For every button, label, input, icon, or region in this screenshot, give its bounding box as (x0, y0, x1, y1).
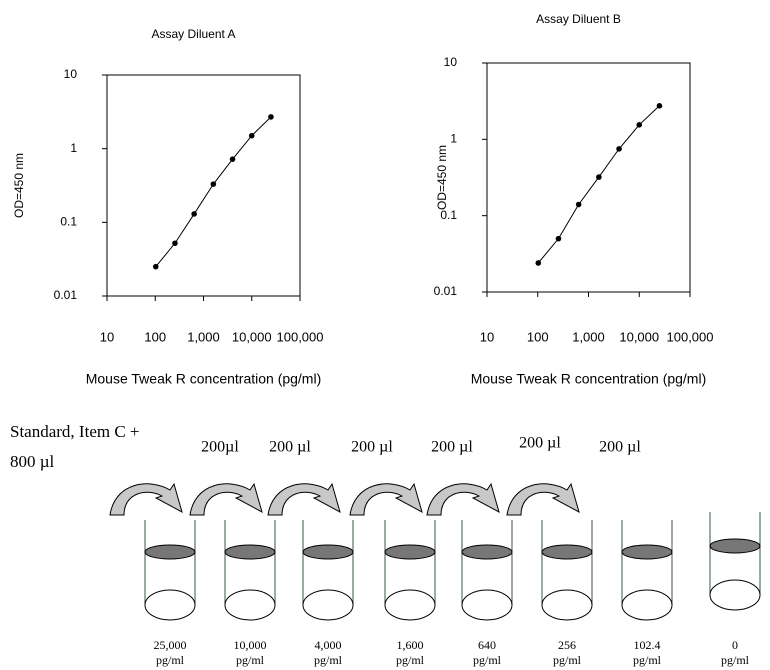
tube-unit: pg/ml (633, 653, 662, 667)
tube-concentration: 10,000 (234, 638, 267, 652)
x-tick-label: 10 (480, 329, 494, 344)
transfer-arrow (189, 482, 263, 516)
tube-liquid (709, 538, 761, 554)
tube-unit: pg/ml (473, 653, 502, 667)
tube-unit: pg/ml (396, 653, 425, 667)
tube-liquid (224, 544, 276, 560)
tube-concentration: 4,000 (315, 638, 342, 652)
tube-bottom (224, 589, 276, 621)
transfer-arrow (506, 482, 580, 516)
start-label: Standard, Item C + (10, 422, 140, 441)
x-axis-title: Mouse Tweak R concentration (pg/ml) (86, 371, 322, 387)
data-point (596, 174, 602, 180)
y-tick-label: 0.1 (60, 215, 77, 229)
tube-liquid (144, 544, 196, 560)
tube-concentration: 256 (558, 638, 576, 652)
x-tick-label: 1,000 (572, 329, 605, 344)
tube-bottom (709, 579, 761, 611)
chart-title: Assay Diluent B (536, 12, 621, 26)
tube-liquid (621, 544, 673, 560)
y-tick-label: 0.01 (434, 284, 458, 298)
tube-liquid (461, 544, 513, 560)
start-label: 800 µl (10, 452, 55, 471)
tube-unit: pg/ml (236, 653, 265, 667)
tube-concentration: 1,600 (397, 638, 424, 652)
data-point (616, 146, 622, 152)
chart-title: Assay Diluent A (151, 27, 235, 41)
data-point (210, 181, 217, 187)
y-axis-title: OD=450 nm (12, 153, 26, 218)
tube-unit: pg/ml (553, 653, 582, 667)
x-tick-label: 100,000 (277, 329, 324, 344)
tube-bottom (621, 589, 673, 621)
tube-liquid (302, 544, 354, 560)
y-tick-label: 10 (444, 55, 458, 69)
tube-bottom (144, 589, 196, 621)
data-point (535, 260, 542, 266)
x-tick-label: 100 (144, 329, 166, 344)
transfer-label: 200 µl (431, 439, 473, 456)
tube-bottom (384, 589, 436, 621)
data-point (575, 201, 582, 208)
transfer-label: 200 µl (599, 439, 641, 456)
transfer-arrow (109, 482, 183, 516)
transfer-label: 200 µl (519, 435, 561, 452)
tube-concentration: 640 (478, 638, 496, 652)
y-tick-label: 0.01 (54, 288, 78, 302)
transfer-arrow (426, 482, 500, 516)
x-tick-label: 1,000 (187, 329, 220, 344)
tube-bottom (302, 589, 354, 621)
y-tick-label: 10 (64, 67, 78, 81)
y-axis-title: OD=450 nm (435, 145, 449, 210)
x-tick-label: 100,000 (667, 329, 714, 344)
tube-bottom (541, 589, 593, 621)
tube-liquid (541, 544, 593, 560)
x-tick-label: 10,000 (619, 329, 659, 344)
transfer-label: 200µl (201, 439, 239, 456)
plot-frame (106, 74, 301, 297)
transfer-arrow (349, 482, 423, 516)
y-tick-label: 1 (70, 141, 77, 155)
data-point (555, 235, 562, 242)
plot-frame (486, 62, 691, 293)
y-tick-label: 0.1 (440, 208, 457, 222)
tube-concentration: 102.4 (634, 638, 661, 652)
tube-unit: pg/ml (721, 653, 750, 667)
tube-bottom (461, 589, 513, 621)
x-tick-label: 10,000 (232, 329, 272, 344)
tube-unit: pg/ml (314, 653, 343, 667)
tube-concentration: 25,000 (154, 638, 187, 652)
data-point (191, 211, 197, 217)
x-axis-title: Mouse Tweak R concentration (pg/ml) (471, 371, 707, 387)
y-tick-label: 1 (450, 132, 457, 146)
data-point (248, 132, 255, 139)
transfer-label: 200 µl (351, 439, 393, 456)
tube-concentration: 0 (732, 638, 738, 652)
data-point (172, 240, 178, 247)
data-point (229, 156, 236, 162)
tube-unit: pg/ml (156, 653, 185, 667)
tube-liquid (384, 544, 436, 560)
data-point (636, 122, 643, 128)
x-tick-label: 10 (100, 329, 114, 344)
data-point (656, 102, 663, 109)
transfer-arrow (267, 482, 341, 516)
transfer-label: 200 µl (269, 439, 311, 456)
x-tick-label: 100 (527, 329, 549, 344)
data-point (152, 263, 159, 270)
data-point (268, 114, 274, 120)
